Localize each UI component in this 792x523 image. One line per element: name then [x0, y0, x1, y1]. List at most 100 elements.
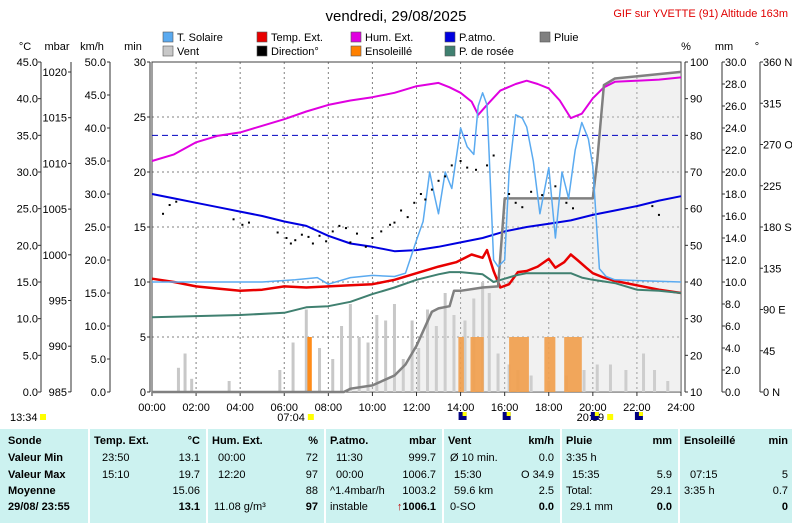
sun-icon — [307, 414, 314, 420]
axis-tick-label: 30 — [690, 314, 702, 326]
hum-header: Hum. Ext. — [212, 435, 263, 447]
direction-point — [364, 245, 367, 248]
direction-point — [450, 164, 453, 167]
axis-tick-label: 35.0 — [85, 156, 106, 168]
patmo-current: ↑1006.1 — [397, 501, 436, 513]
sun-event-label: 13:34 — [10, 412, 38, 424]
pluie-header: Pluie — [566, 435, 593, 447]
sun-icon — [40, 414, 46, 420]
wind-bar — [227, 381, 231, 392]
stats-separator — [442, 429, 444, 523]
axis-tick-label: 1000 — [43, 250, 67, 262]
wind-bar — [653, 370, 657, 392]
direction-point — [300, 233, 303, 236]
wind-bar — [624, 370, 628, 392]
wind-bar — [340, 326, 344, 392]
moon-icon — [594, 412, 599, 416]
direction-point — [571, 207, 574, 210]
wind-bar — [357, 337, 361, 392]
direction-point — [657, 213, 660, 216]
x-tick-label: 20:00 — [579, 402, 607, 414]
sol-max-value: 5 — [781, 469, 788, 481]
axis-tick-label: 990 — [49, 341, 67, 353]
wind-bar — [401, 359, 405, 392]
sol-header: Ensoleillé — [684, 435, 736, 447]
sonde-row-current: 29/08/ 23:55 — [8, 501, 70, 513]
vent-gust-time: 15:30 — [454, 469, 482, 481]
legend-swatch — [350, 31, 362, 43]
direction-point — [466, 166, 469, 169]
axis-tick-label: 22.0 — [725, 145, 746, 157]
axis-unit: mbar — [44, 41, 69, 53]
rain-fill — [152, 71, 681, 393]
axis-tick-label: 20.0 — [85, 255, 106, 267]
axis-tick-label: 270 O — [763, 140, 792, 152]
hum-unit: % — [308, 435, 318, 447]
wind-bar — [183, 353, 187, 392]
direction-point — [307, 235, 310, 238]
sun-icon — [607, 414, 614, 420]
axis-tick-label: 14.0 — [725, 233, 746, 245]
hum-min-time: 00:00 — [218, 452, 246, 464]
vent-unit: km/h — [528, 435, 554, 447]
chart-title: vendredi, 29/08/2025 — [326, 8, 467, 25]
sol-duration: 3:35 h — [684, 485, 715, 497]
axis-tick-label: 1015 — [43, 113, 67, 125]
x-tick-label: 02:00 — [182, 402, 210, 414]
sunshine-block — [307, 337, 312, 392]
sunshine-block — [458, 337, 464, 392]
direction-point — [175, 200, 178, 203]
direction-point — [247, 221, 250, 224]
legend-swatch — [162, 45, 174, 57]
axis-tick-label: 25.0 — [85, 222, 106, 234]
x-tick-label: 10:00 — [359, 402, 387, 414]
x-tick-label: 22:00 — [623, 402, 651, 414]
pluie-total-label: Total: — [566, 485, 593, 497]
wind-bar — [487, 293, 491, 392]
sunshine-block — [564, 337, 582, 392]
wind-bar — [375, 315, 379, 392]
wind-bar — [529, 375, 533, 392]
series-line-temp-ext — [151, 248, 682, 295]
plot-area — [151, 70, 682, 394]
direction-point — [325, 240, 328, 243]
vent-avg-value: 0.0 — [538, 452, 554, 464]
axis-tick-label: 135 — [763, 263, 781, 275]
hum-current: 97 — [305, 501, 318, 513]
x-tick-label: 18:00 — [535, 402, 563, 414]
wind-bar — [348, 304, 352, 392]
stats-pressure: P.atmo. mbar 11:30 999.7 00:00 1006.7 ^1… — [326, 429, 442, 523]
chart-axes: °C 45.0 40.0 35.0 30.0 25.0 20.0 15.0 10.0 5.0 0.0… — [10, 41, 792, 424]
x-tick-label: 16:00 — [491, 402, 519, 414]
wind-bar — [426, 309, 430, 392]
axis-tick-label: 20.0 — [17, 240, 38, 252]
axis-tick-label: 20 — [690, 350, 702, 362]
axis-tick-label: 6.0 — [725, 321, 740, 333]
wind-bar — [366, 342, 370, 392]
stats-rain: Pluie mm 3:35 h 15:35 5.9 Total: 29.1 29… — [562, 429, 678, 523]
sun-event-label: 20:39 — [577, 412, 605, 424]
sonde-header: Sonde — [8, 435, 42, 447]
legend-swatch — [350, 45, 362, 57]
direction-point — [285, 237, 288, 239]
direction-point — [318, 234, 321, 237]
hum-min-value: 72 — [305, 452, 318, 464]
axis-tick-label: 40 — [690, 277, 702, 289]
axis-tick-label: 18.0 — [725, 189, 746, 201]
axis-tick-label: 180 S — [763, 222, 792, 234]
legend-swatch — [539, 31, 551, 43]
temp-unit: °C — [187, 435, 200, 447]
stats-temp: Temp. Ext. °C 23:50 13.1 15:10 19.7 15.0… — [90, 429, 206, 523]
legend-swatch — [444, 31, 456, 43]
axis-tick-label: 30.0 — [17, 167, 38, 179]
direction-point — [424, 198, 427, 201]
axis-tick-label: 90 — [690, 94, 702, 106]
stats-separator — [324, 429, 326, 523]
vent-header: Vent — [448, 435, 472, 447]
wind-bar — [443, 293, 447, 392]
sonde-row-max: Valeur Max — [8, 469, 66, 481]
temp-avg: 15.06 — [172, 485, 200, 497]
wind-bar — [318, 348, 322, 392]
axis-tick-label: 8.0 — [725, 299, 740, 311]
legend-label: P.atmo. — [459, 32, 496, 44]
